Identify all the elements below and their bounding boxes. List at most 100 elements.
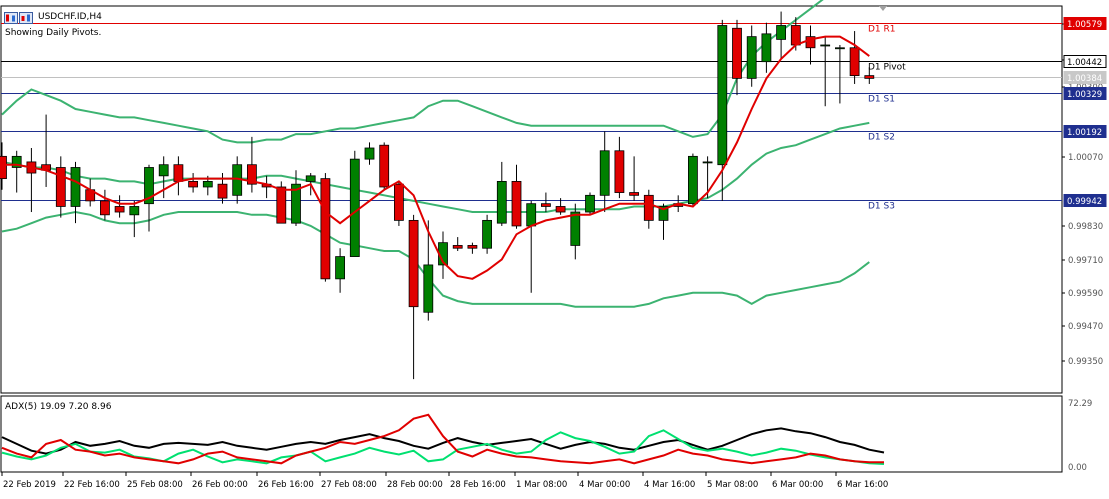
- x-tick-label: 26 Feb 16:00: [258, 480, 314, 490]
- candle-body[interactable]: [541, 203, 551, 207]
- candle-body[interactable]: [790, 25, 801, 46]
- candle-body[interactable]: [805, 36, 816, 49]
- candle-body[interactable]: [511, 181, 522, 227]
- candle-body[interactable]: [70, 167, 81, 207]
- x-tick-label: 4 Mar 00:00: [579, 480, 630, 490]
- candle-body[interactable]: [614, 150, 625, 193]
- price-tag-4: [1063, 125, 1107, 138]
- x-tick-label: 6 Mar 00:00: [772, 480, 823, 490]
- candle-body[interactable]: [849, 47, 860, 77]
- candle-body[interactable]: [496, 181, 507, 224]
- candle-body[interactable]: [379, 144, 390, 188]
- pivot-label-0: D1 R1: [868, 25, 896, 35]
- price-tag-3: [1063, 87, 1107, 100]
- candle-body[interactable]: [11, 155, 22, 168]
- minus-di-line: [1, 413, 884, 465]
- candle-body[interactable]: [0, 155, 7, 180]
- candle-body[interactable]: [349, 158, 360, 257]
- candle-body[interactable]: [246, 164, 257, 185]
- y-tick-label: 1.00070: [1068, 153, 1103, 163]
- candle-body[interactable]: [599, 150, 610, 196]
- candle-body[interactable]: [188, 181, 199, 188]
- candle-body[interactable]: [702, 161, 713, 164]
- candle-body[interactable]: [555, 206, 566, 213]
- candle-body[interactable]: [835, 47, 845, 50]
- adx-y-tick-min: 0.00: [1068, 463, 1087, 473]
- main-panel-frame: [0, 5, 1063, 394]
- pivot-subtitle: Showing Daily Pivots.: [5, 28, 101, 38]
- candle-body[interactable]: [864, 75, 875, 79]
- candle-body[interactable]: [276, 186, 287, 224]
- price-tag-5: [1063, 194, 1107, 207]
- candle-body[interactable]: [688, 155, 698, 205]
- candle-body[interactable]: [717, 25, 728, 166]
- candle-body[interactable]: [629, 192, 639, 196]
- pivot-label-3: D1 S1: [868, 95, 895, 105]
- pivot-label-1: D1 Pivot: [868, 63, 906, 73]
- candle-body[interactable]: [585, 194, 595, 213]
- candle-body[interactable]: [202, 181, 213, 188]
- adx-title: ADX(5) 19.09 7.20 8.96: [5, 402, 112, 412]
- price-tag-label-5: 0.99942: [1067, 197, 1102, 207]
- candle-body[interactable]: [643, 194, 654, 221]
- candle-body[interactable]: [570, 211, 581, 246]
- price-tag-0: [1063, 17, 1107, 30]
- candle-body[interactable]: [732, 27, 742, 79]
- candle-body[interactable]: [114, 206, 125, 213]
- pivot-label-4: D1 S2: [868, 133, 895, 143]
- x-tick-label: 26 Feb 00:00: [192, 480, 248, 490]
- price-tag-label-2: 1.00384: [1067, 74, 1102, 84]
- x-tick-label: 25 Feb 08:00: [127, 480, 183, 490]
- candle-body[interactable]: [173, 164, 184, 182]
- chart-shift-marker[interactable]: [879, 6, 887, 11]
- x-tick-label: 5 Mar 08:00: [707, 480, 758, 490]
- candle-body[interactable]: [335, 256, 346, 280]
- adx-panel-frame: [0, 395, 1063, 473]
- x-tick-label: 6 Mar 16:00: [837, 480, 888, 490]
- candle-body[interactable]: [776, 25, 786, 40]
- candle-body[interactable]: [526, 203, 537, 227]
- y-tick-label: 0.99830: [1068, 222, 1103, 232]
- x-tick-label: 28 Feb 16:00: [450, 480, 506, 490]
- y-tick-label: 0.99710: [1068, 256, 1103, 266]
- candle-body[interactable]: [129, 206, 140, 216]
- x-tick-label: 4 Mar 16:00: [644, 480, 695, 490]
- candle-body[interactable]: [291, 183, 301, 224]
- x-tick-label: 28 Feb 00:00: [387, 480, 443, 490]
- candle-body[interactable]: [100, 200, 110, 216]
- candle-body[interactable]: [217, 183, 228, 199]
- x-tick-label: 22 Feb 2019: [3, 480, 56, 490]
- candle-body[interactable]: [144, 167, 154, 205]
- candle-body[interactable]: [423, 264, 434, 313]
- candle-body[interactable]: [393, 183, 404, 221]
- candle-body[interactable]: [761, 33, 772, 63]
- price-tag-label-1: 1.00442: [1067, 58, 1102, 68]
- candle-body[interactable]: [55, 167, 66, 207]
- candle-body[interactable]: [820, 44, 831, 47]
- x-tick-label: 27 Feb 08:00: [321, 480, 377, 490]
- candle-body[interactable]: [746, 36, 757, 79]
- adx-line: [1, 427, 885, 455]
- y-tick-label: 0.99470: [1068, 322, 1103, 332]
- symbol-title: USDCHF.ID,H4: [38, 12, 102, 22]
- candle-body[interactable]: [467, 245, 478, 249]
- candle-body[interactable]: [320, 178, 331, 280]
- candle-body[interactable]: [452, 245, 463, 249]
- candle-body[interactable]: [158, 164, 169, 177]
- x-tick-label: 1 Mar 08:00: [516, 480, 567, 490]
- candle-body[interactable]: [658, 206, 669, 221]
- chart-window-icon[interactable]: [4, 10, 34, 24]
- candle-body[interactable]: [305, 175, 316, 182]
- price-tag-1: [1063, 55, 1107, 68]
- candle-body[interactable]: [364, 147, 375, 160]
- adx-y-tick-max: 72.29: [1068, 399, 1092, 409]
- candle-body[interactable]: [408, 219, 419, 308]
- moving-average-line: [2, 35, 870, 280]
- candle-body[interactable]: [482, 219, 493, 249]
- price-tag-label-4: 1.00192: [1067, 128, 1102, 138]
- price-tag-label-3: 1.00329: [1067, 90, 1102, 100]
- bb-lower-line: [1, 210, 870, 308]
- y-tick-label: 0.99590: [1068, 289, 1103, 299]
